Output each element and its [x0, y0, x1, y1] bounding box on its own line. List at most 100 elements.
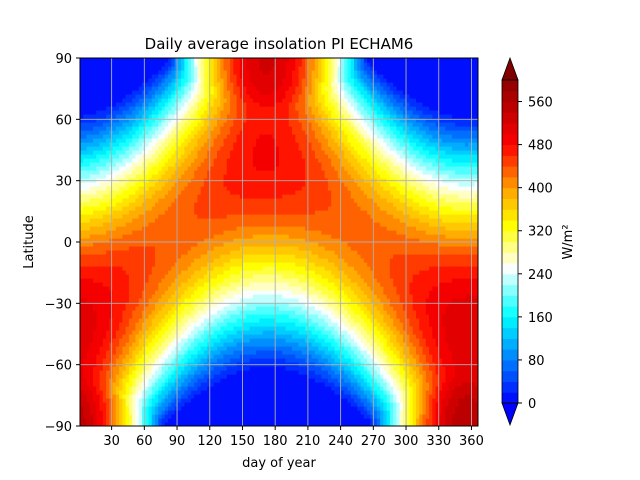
- heatmap-cell: [151, 234, 156, 239]
- heatmap-cell: [164, 78, 169, 83]
- heatmap-cell: [200, 390, 205, 395]
- heatmap-cell: [168, 378, 172, 383]
- heatmap-cell: [226, 126, 231, 131]
- heatmap-cell: [203, 162, 208, 167]
- heatmap-cell: [102, 326, 107, 331]
- heatmap-cell: [220, 58, 225, 63]
- heatmap-cell: [239, 382, 244, 387]
- heatmap-cell: [125, 270, 130, 275]
- heatmap-cell: [125, 406, 130, 411]
- heatmap-cell: [128, 202, 133, 207]
- heatmap-cell: [128, 250, 133, 255]
- heatmap-cell: [99, 414, 104, 419]
- heatmap-cell: [119, 386, 124, 391]
- heatmap-cell: [203, 338, 208, 343]
- heatmap-cell: [207, 266, 212, 271]
- heatmap-cell: [158, 326, 163, 331]
- heatmap-cell: [197, 174, 202, 179]
- heatmap-cell: [138, 110, 143, 115]
- heatmap-cell: [115, 98, 120, 103]
- heatmap-cell: [164, 322, 169, 327]
- heatmap-cell: [184, 298, 189, 303]
- heatmap-cell: [148, 398, 153, 403]
- heatmap-cell: [194, 262, 199, 267]
- heatmap-cell: [80, 98, 84, 103]
- heatmap-cell: [197, 346, 202, 351]
- heatmap-cell: [213, 206, 218, 211]
- heatmap-cell: [239, 398, 244, 403]
- heatmap-cell: [151, 242, 156, 247]
- heatmap-cell: [168, 350, 172, 355]
- heatmap-cell: [177, 214, 182, 219]
- heatmap-cell: [210, 258, 215, 263]
- heatmap-cell: [83, 114, 88, 119]
- heatmap-cell: [115, 334, 120, 339]
- heatmap-cell: [220, 242, 225, 247]
- heatmap-cell: [187, 374, 192, 379]
- heatmap-cell: [220, 298, 225, 303]
- heatmap-cell: [223, 154, 228, 159]
- heatmap-cell: [161, 142, 166, 147]
- heatmap-cell: [223, 90, 228, 95]
- heatmap-cell: [93, 350, 97, 355]
- heatmap-cell: [128, 210, 133, 215]
- heatmap-cell: [145, 270, 150, 275]
- heatmap-cell: [184, 98, 189, 103]
- heatmap-cell: [194, 158, 199, 163]
- heatmap-cell: [112, 338, 117, 343]
- heatmap-cell: [213, 138, 218, 143]
- heatmap-cell: [96, 290, 101, 295]
- heatmap-cell: [203, 206, 208, 211]
- heatmap-cell: [217, 318, 221, 323]
- heatmap-cell: [190, 246, 195, 251]
- heatmap-cell: [207, 122, 212, 127]
- heatmap-cell: [128, 150, 133, 155]
- heatmap-cell: [226, 86, 231, 91]
- heatmap-cell: [122, 302, 127, 307]
- heatmap-cell: [168, 242, 172, 247]
- heatmap-cell: [174, 138, 179, 143]
- heatmap-cell: [168, 74, 172, 79]
- heatmap-cell: [155, 146, 159, 151]
- heatmap-cell: [128, 78, 133, 83]
- heatmap-cell: [203, 122, 208, 127]
- heatmap-cell: [203, 350, 208, 355]
- heatmap-cell: [181, 278, 185, 283]
- heatmap-cell: [115, 150, 120, 155]
- heatmap-cell: [226, 358, 231, 363]
- heatmap-cell: [115, 358, 120, 363]
- heatmap-cell: [99, 326, 104, 331]
- heatmap-cell: [106, 350, 110, 355]
- heatmap-cell: [210, 70, 215, 75]
- heatmap-cell: [145, 226, 150, 231]
- heatmap-cell: [89, 350, 94, 355]
- heatmap-cell: [106, 326, 110, 331]
- heatmap-cell: [207, 90, 212, 95]
- heatmap-cell: [174, 58, 179, 63]
- heatmap-cell: [203, 282, 208, 287]
- heatmap-cell: [125, 170, 130, 175]
- heatmap-cell: [83, 386, 88, 391]
- heatmap-cell: [132, 314, 137, 319]
- heatmap-cell: [184, 346, 189, 351]
- heatmap-cell: [132, 90, 137, 95]
- heatmap-cell: [177, 146, 182, 151]
- heatmap-cell: [230, 62, 234, 67]
- heatmap-cell: [161, 90, 166, 95]
- heatmap-cell: [128, 346, 133, 351]
- heatmap-cell: [80, 242, 84, 247]
- heatmap-cell: [132, 218, 137, 223]
- heatmap-cell: [220, 262, 225, 267]
- heatmap-cell: [138, 66, 143, 71]
- heatmap-cell: [230, 238, 234, 243]
- heatmap-cell: [207, 210, 212, 215]
- heatmap-cell: [138, 418, 143, 423]
- heatmap-cell: [210, 282, 215, 287]
- heatmap-cell: [138, 290, 143, 295]
- heatmap-cell: [233, 194, 238, 199]
- heatmap-cell: [145, 378, 150, 383]
- heatmap-cell: [102, 106, 107, 111]
- heatmap-cell: [200, 306, 205, 311]
- heatmap-cell: [230, 378, 234, 383]
- heatmap-cell: [155, 154, 159, 159]
